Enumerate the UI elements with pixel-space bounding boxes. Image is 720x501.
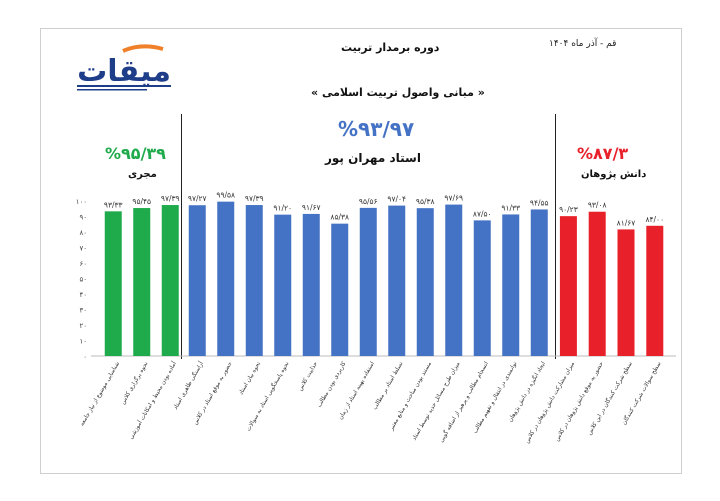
bar [188, 205, 206, 356]
data-label: ۹۱/۲۰ [273, 204, 292, 213]
y-tick-label: ۰ [83, 353, 87, 361]
x-category-label: کاربردی بودن مطالب [316, 360, 348, 408]
data-label: ۹۳/۰۸ [588, 201, 607, 210]
report-date: قم - آذر ماه ۱۴۰۴ [549, 39, 617, 49]
bar [502, 214, 520, 356]
x-category-label: میزان طرح مسائل جدید توسط استاد [412, 361, 462, 442]
x-category-label: حضور به موقع دانش پژوهان در کلاس [554, 360, 606, 442]
data-label: ۹۷/۳۹ [161, 194, 180, 203]
center-group-name: استاد مهران پور [325, 151, 421, 165]
data-label: ۹۷/۰۴ [387, 195, 406, 204]
y-tick-label: ۸۰ [79, 229, 87, 237]
x-category-label: نحوه بیان استاد [238, 361, 262, 396]
bar [133, 208, 151, 356]
bar [388, 205, 406, 356]
bar [530, 209, 548, 356]
x-category-label: شناسایی موضوع از نیاز جامعه [79, 361, 121, 427]
meghat-logo: میقات [77, 44, 171, 91]
data-label: ۹۵/۵۶ [359, 197, 378, 206]
left-group-percent: %۹۵/۳۹ [105, 144, 166, 163]
bar [588, 211, 606, 356]
y-tick-label: ۷۰ [79, 245, 87, 253]
y-tick-label: ۴۰ [79, 291, 87, 299]
x-category-label: تسلط استاد بر مطالب [372, 361, 404, 411]
course-title: « مبانی واصول تربیت اسلامی » [311, 86, 485, 99]
left-group-name: مجری [128, 169, 157, 180]
bar [617, 229, 635, 356]
report-sheet: میقات دوره برمدار تربیت قم - آذر ماه ۱۴۰… [40, 28, 682, 474]
bar [559, 216, 577, 356]
bar [161, 205, 179, 356]
bar [274, 214, 292, 356]
data-label: ۸۱/۶۷ [617, 218, 636, 227]
y-tick-label: ۱۰ [79, 338, 87, 346]
y-tick-label: ۹۰ [79, 214, 87, 222]
right-group-name: دانش پژوهان [581, 169, 647, 180]
data-label: ۹۷/۶۹ [444, 194, 463, 203]
data-label: ۸۷/۵۰ [473, 209, 492, 218]
x-category-label: جذابیت کلاس [297, 360, 319, 392]
bar [104, 211, 122, 356]
data-label: ۹۳/۳۳ [104, 200, 123, 209]
y-tick-label: ۶۰ [79, 260, 87, 268]
data-label: ۹۰/۲۳ [559, 205, 578, 214]
bar [445, 204, 463, 356]
bar [302, 213, 320, 356]
bar [245, 205, 263, 356]
data-label: ۹۵/۳۸ [416, 197, 435, 206]
logo-text: میقات [77, 54, 171, 89]
data-label: ۹۷/۳۹ [245, 194, 264, 203]
data-label: ۸۴/۰۰ [645, 215, 664, 224]
y-tick-label: ۱۰۰ [76, 198, 87, 206]
data-label: ۸۵/۳۸ [330, 213, 349, 222]
x-category-label: آماده بودن محیط و امکانات آموزشی [127, 360, 178, 441]
bar [646, 225, 664, 356]
logo-arc [122, 44, 164, 53]
y-tick-label: ۵۰ [79, 276, 87, 284]
y-tick-label: ۲۰ [79, 322, 87, 330]
y-tick-label: ۳۰ [79, 307, 87, 315]
bar [331, 223, 349, 356]
center-group-percent: %۹۳/۹۷ [338, 117, 415, 141]
right-divider [555, 114, 556, 359]
left-divider [181, 114, 182, 359]
x-category-label: میزان مشارکت دانش پژوهان در کلاس [524, 361, 577, 445]
bar [473, 220, 491, 356]
data-label: ۹۵/۴۵ [132, 197, 151, 206]
x-category-label: آراستگی ظاهری استاد [171, 360, 205, 411]
x-category-label: نحوه برگزاری کلاس [119, 360, 150, 406]
data-label: ۹۹/۵۸ [216, 191, 235, 200]
data-label: ۹۴/۵۵ [530, 198, 549, 207]
right-group-percent: %۸۷/۳ [577, 144, 629, 163]
bar [416, 208, 434, 356]
bar [359, 207, 377, 356]
report-title: دوره برمدار تربیت [341, 41, 440, 54]
bar [217, 201, 235, 356]
data-label: ۹۷/۲۷ [188, 194, 207, 203]
evaluation-bar-chart: ۰ ۱۰ ۲۰ ۳۰ ۴۰ ۵۰ ۶۰ ۷۰ ۸۰ ۹۰ ۱۰۰ ۹۳/۳۳ شناسایی موضوع… [76, 191, 676, 445]
data-label: ۹۱/۳۳ [501, 203, 520, 212]
x-category-label: انسجام مطالب و پرهیز از اضافه گویی [437, 360, 490, 444]
data-label: ۹۱/۶۷ [302, 203, 321, 212]
